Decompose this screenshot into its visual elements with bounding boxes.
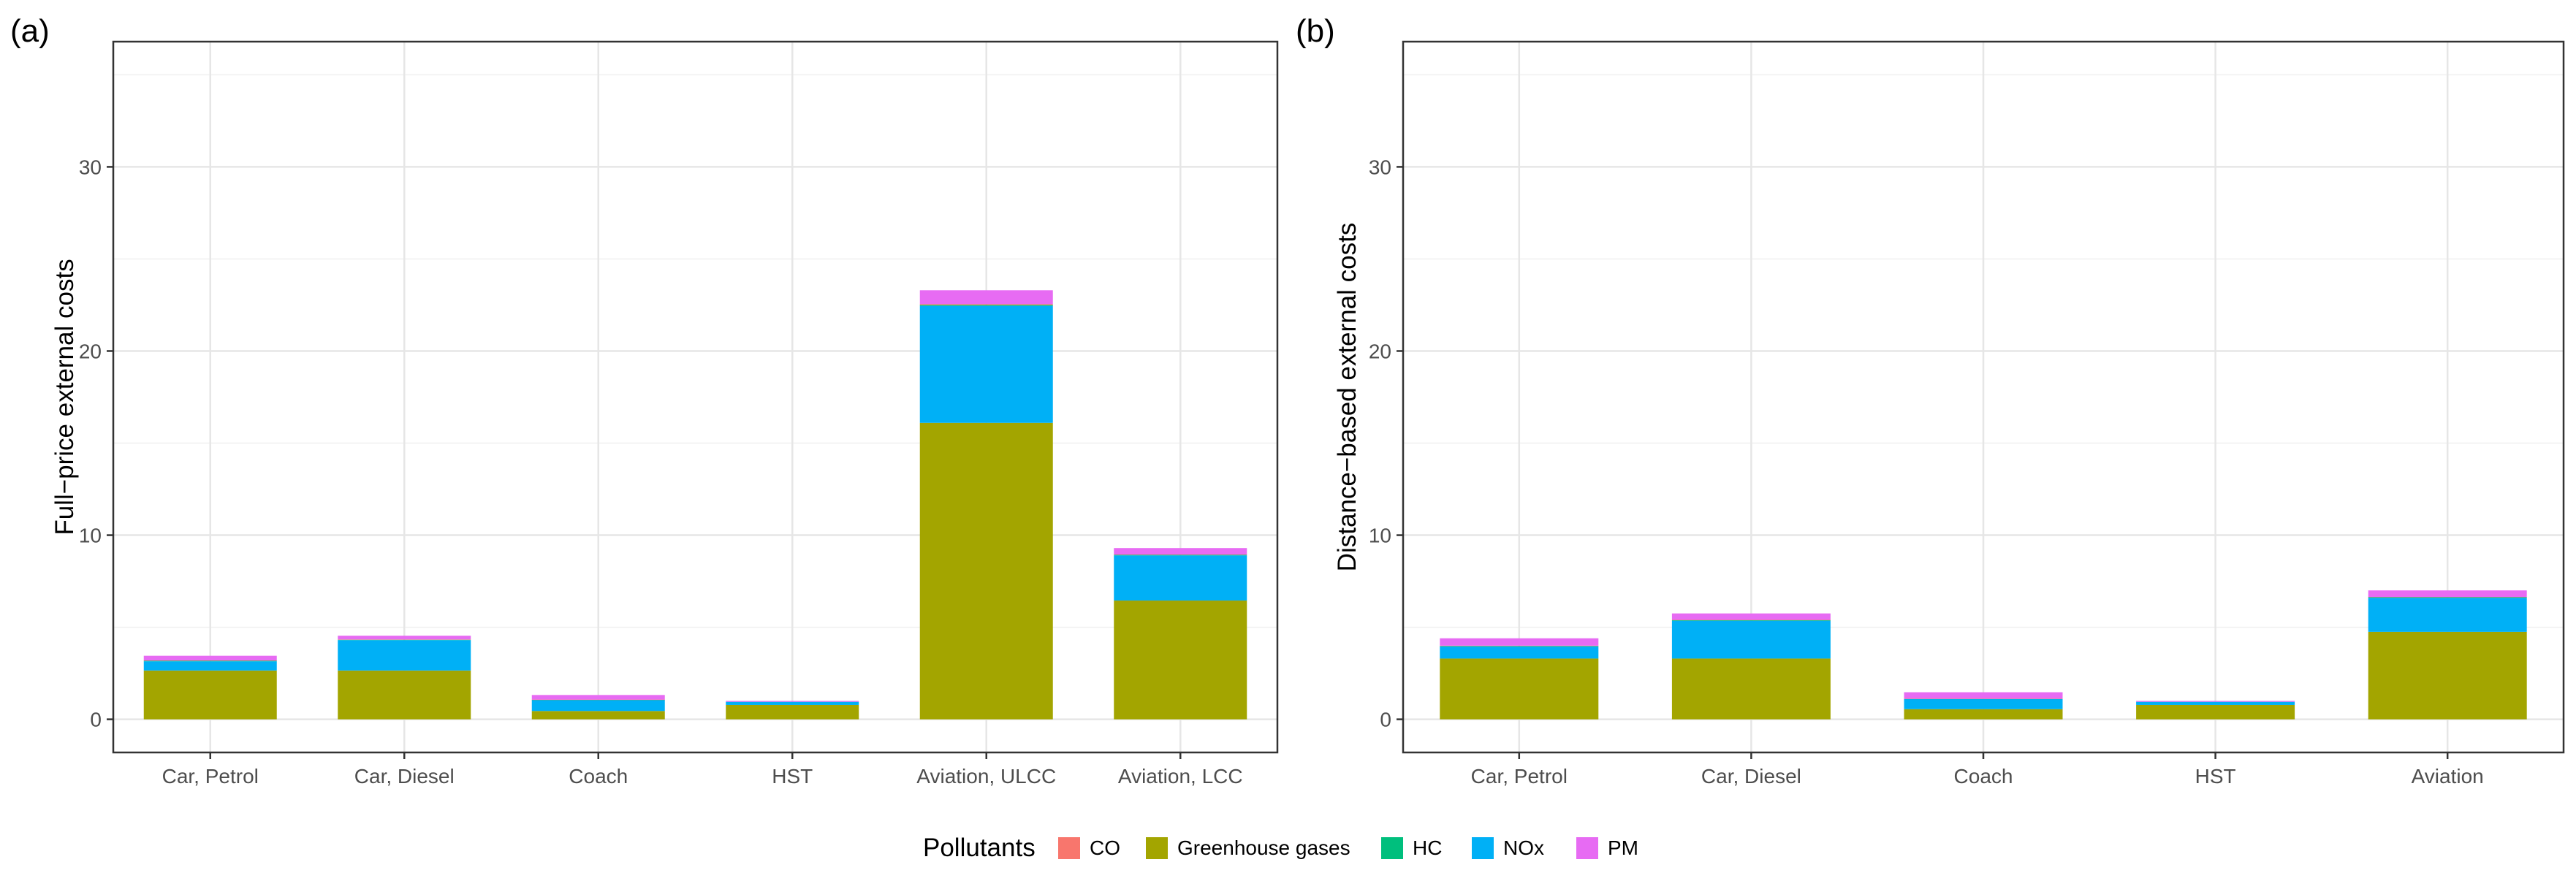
bar-segment: [143, 670, 277, 720]
bar-segment: [2136, 701, 2295, 705]
x-tick-label: Coach: [1954, 765, 2013, 788]
bar-segment: [143, 660, 277, 661]
bar-segment: [531, 700, 665, 712]
bar-segment: [919, 305, 1053, 423]
bar-segment: [143, 655, 277, 660]
y-tick-label: 30: [1369, 156, 1391, 178]
bar-segment: [531, 695, 665, 700]
x-tick-label: Car, Petrol: [1471, 765, 1568, 788]
bar-segment: [531, 699, 665, 701]
legend-item: PM: [1576, 836, 1638, 859]
bar-segment: [1671, 658, 1831, 720]
bar-segment: [1114, 555, 1247, 601]
bar-segment: [919, 304, 1053, 305]
bar-segment: [1114, 548, 1247, 555]
x-tick-label: Aviation, LCC: [1118, 765, 1243, 788]
bar-segment: [338, 670, 471, 720]
y-axis: 0 10 20 30: [1369, 156, 1403, 731]
y-tick-label: 20: [1369, 340, 1391, 362]
bar-segment: [531, 711, 665, 720]
legend-item: CO: [1058, 836, 1120, 859]
bar-segment: [2368, 590, 2527, 597]
bar-segment: [1440, 645, 1599, 647]
legend-key: [1472, 837, 1494, 859]
bar-segment: [1904, 692, 2063, 699]
legend-label: NOx: [1503, 836, 1544, 859]
bars: [143, 290, 1247, 720]
bar-segment: [1114, 554, 1247, 556]
bar-segment: [338, 639, 471, 641]
bar-segment: [726, 701, 859, 705]
panel-b: 0 10 20 30 Car, Petrol Car, Diesel Coach HST Avi…: [1296, 13, 2565, 788]
bar-segment: [1904, 698, 2063, 699]
bar-segment: [1114, 601, 1247, 720]
legend-item: Greenhouse gases: [1146, 836, 1350, 859]
bar-segment: [2368, 596, 2527, 598]
bar-segment: [1904, 698, 2063, 700]
legend: Pollutants CO Greenhouse gases HC NOx PM: [923, 834, 1638, 862]
bar-segment: [1440, 647, 1599, 659]
panel-label: (b): [1296, 13, 1335, 49]
x-tick-label: HST: [2195, 765, 2236, 788]
x-tick-label: Car, Diesel: [354, 765, 455, 788]
y-axis-title: Distance−based external costs: [1333, 223, 1361, 572]
legend-label: Greenhouse gases: [1177, 836, 1350, 859]
y-tick-label: 30: [79, 156, 102, 178]
y-tick-label: 0: [1380, 709, 1391, 731]
bar-segment: [143, 661, 277, 671]
x-tick-label: Coach: [569, 765, 628, 788]
bar-segment: [1671, 620, 1831, 659]
x-axis: Car, Petrol Car, Diesel Coach HST Aviation: [1471, 752, 2484, 788]
bar-segment: [1440, 658, 1599, 720]
bar-segment: [919, 290, 1053, 305]
bar-segment: [919, 422, 1053, 720]
legend-key: [1576, 837, 1598, 859]
x-tick-label: Car, Petrol: [162, 765, 259, 788]
bar-segment: [1671, 613, 1831, 620]
bar-segment: [2368, 631, 2527, 720]
bar-segment: [2136, 704, 2295, 720]
bar-segment: [2368, 598, 2527, 632]
x-tick-label: HST: [772, 765, 813, 788]
y-tick-label: 20: [79, 340, 102, 362]
x-axis: Car, Petrol Car, Diesel Coach HST Aviation, …: [162, 752, 1243, 788]
bar-segment: [338, 640, 471, 671]
bar-segment: [338, 636, 471, 640]
bar-segment: [338, 639, 471, 640]
panel-label: (a): [10, 13, 50, 49]
y-tick-label: 10: [1369, 525, 1391, 547]
y-tick-label: 10: [79, 525, 102, 547]
bar-segment: [143, 660, 277, 662]
bar-segment: [1904, 709, 2063, 720]
legend-key: [1058, 837, 1080, 859]
bar-segment: [726, 704, 859, 720]
bar-segment: [1440, 638, 1599, 646]
legend-label: PM: [1608, 836, 1638, 859]
bar-segment: [1440, 646, 1599, 647]
legend-key: [1146, 837, 1168, 859]
bar-segment: [1904, 698, 2063, 709]
legend-item: NOx: [1472, 836, 1544, 859]
bar-segment: [1671, 620, 1831, 621]
legend-item: HC: [1381, 836, 1442, 859]
legend-title: Pollutants: [923, 834, 1036, 862]
y-axis: 0 10 20 30: [79, 156, 113, 731]
x-tick-label: Aviation, ULCC: [916, 765, 1056, 788]
legend-key: [1381, 837, 1403, 859]
panel-a: 0 10 20 30 Car, Petrol Car, Diesel Coach HST Avi…: [10, 13, 1279, 788]
x-tick-label: Car, Diesel: [1701, 765, 1801, 788]
legend-label: HC: [1413, 836, 1442, 859]
legend-label: CO: [1090, 836, 1120, 859]
bar-segment: [531, 699, 665, 701]
x-tick-label: Aviation: [2412, 765, 2484, 788]
bar-segment: [1671, 620, 1831, 621]
y-axis-title: Full−price external costs: [50, 259, 79, 535]
bar-segment: [1114, 554, 1247, 555]
y-tick-label: 0: [90, 709, 102, 731]
bars: [1440, 590, 2527, 720]
panel-border: [112, 40, 1279, 754]
